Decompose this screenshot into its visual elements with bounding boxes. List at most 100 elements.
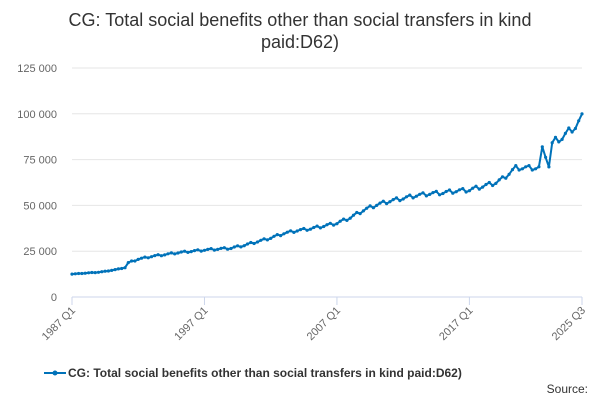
data-point[interactable] — [325, 223, 329, 227]
data-point[interactable] — [540, 145, 544, 149]
data-point[interactable] — [464, 190, 468, 194]
data-point[interactable] — [163, 253, 167, 257]
data-point[interactable] — [537, 165, 541, 169]
data-point[interactable] — [404, 195, 409, 199]
data-point[interactable] — [87, 271, 91, 275]
data-point[interactable] — [265, 238, 269, 242]
data-point[interactable] — [497, 178, 501, 182]
data-point[interactable] — [451, 191, 455, 195]
data-point[interactable] — [424, 194, 428, 198]
data-point[interactable] — [176, 251, 180, 255]
data-point[interactable] — [371, 206, 375, 210]
data-point[interactable] — [394, 196, 399, 200]
data-point[interactable] — [136, 257, 140, 261]
data-point[interactable] — [567, 126, 571, 130]
data-point[interactable] — [222, 246, 226, 250]
data-point[interactable] — [418, 192, 422, 196]
data-point[interactable] — [126, 261, 130, 265]
data-point[interactable] — [534, 167, 538, 171]
data-point[interactable] — [447, 188, 452, 192]
data-point[interactable] — [467, 189, 471, 193]
data-point[interactable] — [282, 232, 286, 236]
data-point[interactable] — [388, 200, 392, 204]
data-point[interactable] — [381, 199, 385, 203]
data-point[interactable] — [444, 189, 448, 194]
data-point[interactable] — [179, 250, 183, 254]
data-point[interactable] — [113, 268, 117, 272]
data-point[interactable] — [318, 226, 322, 230]
data-point[interactable] — [368, 204, 372, 208]
data-point[interactable] — [153, 254, 157, 258]
data-point[interactable] — [401, 197, 405, 201]
data-point[interactable] — [308, 227, 312, 231]
data-point[interactable] — [557, 140, 561, 144]
data-point[interactable] — [149, 255, 154, 259]
data-point[interactable] — [507, 172, 511, 176]
data-point[interactable] — [209, 247, 213, 251]
data-point[interactable] — [553, 135, 558, 139]
data-point[interactable] — [302, 226, 306, 231]
data-point[interactable] — [262, 237, 266, 241]
data-point[interactable] — [298, 228, 303, 232]
data-point[interactable] — [130, 259, 134, 263]
data-point[interactable] — [312, 225, 316, 230]
data-point[interactable] — [206, 247, 210, 251]
data-point[interactable] — [96, 270, 101, 274]
data-point[interactable] — [438, 193, 442, 197]
data-point[interactable] — [166, 252, 170, 256]
data-point[interactable] — [73, 272, 77, 276]
data-point[interactable] — [563, 131, 568, 135]
data-point[interactable] — [289, 229, 293, 233]
data-point[interactable] — [504, 176, 508, 180]
data-point[interactable] — [348, 216, 352, 220]
data-point[interactable] — [345, 218, 349, 222]
data-point[interactable] — [494, 181, 498, 185]
data-point[interactable] — [378, 201, 382, 205]
data-point[interactable] — [560, 137, 564, 141]
data-point[interactable] — [236, 244, 240, 248]
data-point[interactable] — [487, 180, 491, 185]
data-point[interactable] — [77, 271, 81, 276]
data-point[interactable] — [292, 230, 296, 234]
data-point[interactable] — [484, 182, 488, 187]
data-point[interactable] — [471, 186, 475, 190]
data-point[interactable] — [272, 234, 276, 238]
data-point[interactable] — [189, 250, 193, 254]
data-point[interactable] — [216, 247, 220, 251]
data-point[interactable] — [100, 270, 104, 274]
data-point[interactable] — [285, 230, 289, 234]
data-point[interactable] — [335, 222, 339, 226]
data-point[interactable] — [398, 199, 402, 203]
data-point[interactable] — [255, 240, 260, 244]
data-point[interactable] — [202, 248, 207, 252]
data-point[interactable] — [106, 269, 110, 273]
data-point[interactable] — [123, 266, 127, 270]
data-point[interactable] — [295, 229, 299, 233]
data-point[interactable] — [226, 247, 230, 251]
data-point[interactable] — [577, 119, 581, 123]
data-point[interactable] — [514, 164, 518, 168]
data-point[interactable] — [517, 168, 521, 172]
data-point[interactable] — [173, 252, 177, 256]
data-point[interactable] — [441, 191, 445, 196]
data-point[interactable] — [139, 256, 144, 260]
data-point[interactable] — [570, 130, 574, 134]
data-point[interactable] — [358, 212, 362, 216]
data-point[interactable] — [245, 242, 250, 246]
data-point[interactable] — [229, 246, 233, 251]
legend[interactable]: CG: Total social benefits other than soc… — [44, 366, 462, 380]
data-point[interactable] — [275, 233, 279, 237]
data-point[interactable] — [524, 165, 528, 169]
data-point[interactable] — [83, 271, 87, 275]
data-point[interactable] — [550, 141, 554, 145]
data-point[interactable] — [365, 206, 369, 210]
data-point[interactable] — [70, 272, 74, 276]
data-point[interactable] — [530, 168, 534, 172]
data-point[interactable] — [196, 248, 200, 252]
data-point[interactable] — [80, 271, 84, 276]
data-point[interactable] — [159, 254, 163, 258]
data-point[interactable] — [156, 253, 160, 257]
data-point[interactable] — [434, 189, 438, 193]
data-point[interactable] — [322, 224, 326, 229]
data-point[interactable] — [93, 271, 97, 275]
